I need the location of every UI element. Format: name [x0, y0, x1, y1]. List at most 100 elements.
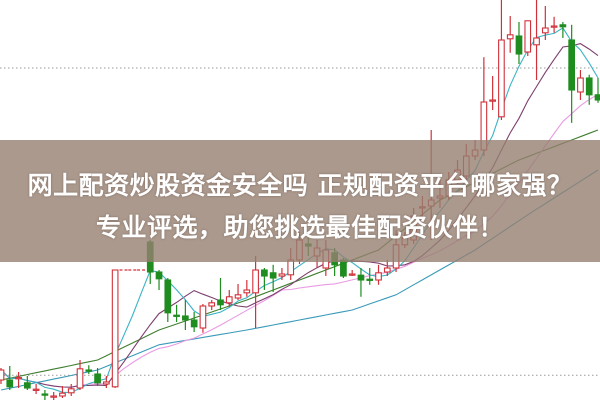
candle	[94, 368, 101, 386]
candle	[568, 24, 576, 123]
candle-body-up	[498, 39, 505, 118]
candle	[594, 78, 600, 103]
candle	[190, 312, 198, 332]
candle	[155, 270, 163, 290]
candle-body-down	[261, 269, 268, 277]
candle-body-up	[208, 302, 216, 307]
candle-body-up	[533, 37, 540, 46]
candle-body-up	[489, 99, 496, 102]
candle	[225, 290, 233, 307]
candle-body-up	[278, 273, 286, 277]
candle	[173, 304, 180, 322]
candle-body-down	[164, 279, 172, 314]
candle	[577, 70, 584, 100]
candle-body-up	[243, 289, 251, 294]
candle	[23, 376, 31, 390]
candle	[6, 366, 14, 390]
candle	[533, 0, 540, 80]
candle-body-down	[269, 272, 277, 279]
candle	[348, 270, 356, 276]
candle-body-up	[32, 388, 40, 391]
candle	[182, 300, 189, 330]
candle-body-up	[550, 25, 558, 28]
candle	[0, 368, 5, 384]
candle-body-down	[155, 271, 163, 280]
candle-body-down	[217, 299, 224, 306]
candle	[103, 376, 110, 388]
candle-body-up	[59, 392, 66, 397]
candle	[32, 384, 40, 394]
candle-body-down	[585, 77, 593, 96]
candle	[85, 365, 93, 374]
banner-headline: 网上配资炒股资金安全吗 正规配资平台哪家强？	[27, 171, 573, 200]
candle-body-down	[357, 274, 365, 281]
candle	[498, 0, 505, 120]
candle-body-down	[340, 259, 347, 277]
candle-body-up	[111, 269, 119, 388]
candle	[559, 22, 567, 38]
candle	[208, 300, 216, 310]
candle-body-up	[103, 381, 110, 385]
candle	[278, 268, 286, 280]
candle	[164, 278, 172, 322]
candle-body-up	[67, 388, 75, 394]
candle	[383, 260, 391, 276]
candle-body-up	[287, 259, 295, 276]
candle-body-down	[568, 39, 576, 91]
candle	[366, 268, 374, 285]
candle-body-up	[577, 77, 584, 93]
candle	[489, 76, 496, 110]
candle-body-down	[173, 314, 180, 317]
banner-subheadline: 专业评选，助您挑选最佳配资伙伴！	[95, 213, 504, 242]
candle	[217, 278, 224, 310]
candle-body-up	[252, 269, 259, 294]
candle-body-up	[383, 267, 391, 273]
candle	[76, 360, 84, 390]
candle-body-down	[41, 393, 49, 396]
candle	[357, 268, 365, 297]
candle-body-down	[23, 382, 31, 389]
candle-body-down	[182, 315, 189, 321]
candle-body-down	[94, 373, 101, 384]
candle	[234, 284, 242, 300]
candle	[111, 269, 119, 388]
candle	[261, 268, 268, 290]
candle	[67, 384, 75, 396]
candle-body-up	[541, 27, 549, 34]
candle	[375, 264, 382, 285]
candle-body-up	[375, 272, 382, 281]
candle-body-down	[594, 94, 600, 101]
candle	[243, 280, 251, 297]
candle-body-up	[199, 305, 207, 329]
candle	[199, 304, 207, 333]
candle	[41, 390, 49, 400]
candle	[15, 372, 22, 388]
candle-body-up	[225, 296, 233, 304]
candle-body-up	[348, 273, 356, 276]
candle-body-down	[190, 319, 198, 328]
candle-body-down	[366, 278, 374, 281]
candle	[50, 392, 58, 400]
candle	[585, 74, 593, 105]
candle	[506, 16, 514, 53]
candle-body-up	[15, 377, 22, 380]
candle-body-down	[85, 369, 93, 372]
title-banner: 网上配资炒股资金安全吗 正规配资平台哪家强？ 专业评选，助您挑选最佳配资伙伴！	[0, 140, 600, 262]
candle	[515, 22, 523, 64]
candle-body-up	[234, 294, 242, 299]
candle	[269, 264, 277, 292]
candle-body-up	[76, 368, 84, 389]
candle	[541, 6, 549, 40]
candle-body-up	[506, 34, 514, 40]
candle-body-down	[559, 24, 567, 28]
candle-body-down	[6, 379, 14, 388]
candle	[524, 20, 532, 56]
candle-body-up	[0, 369, 5, 381]
candle	[59, 386, 66, 398]
candle-body-up	[524, 20, 532, 53]
candle	[252, 256, 259, 328]
candle-body-down	[515, 35, 523, 55]
candle-body-up	[50, 395, 58, 398]
candle	[550, 16, 558, 33]
